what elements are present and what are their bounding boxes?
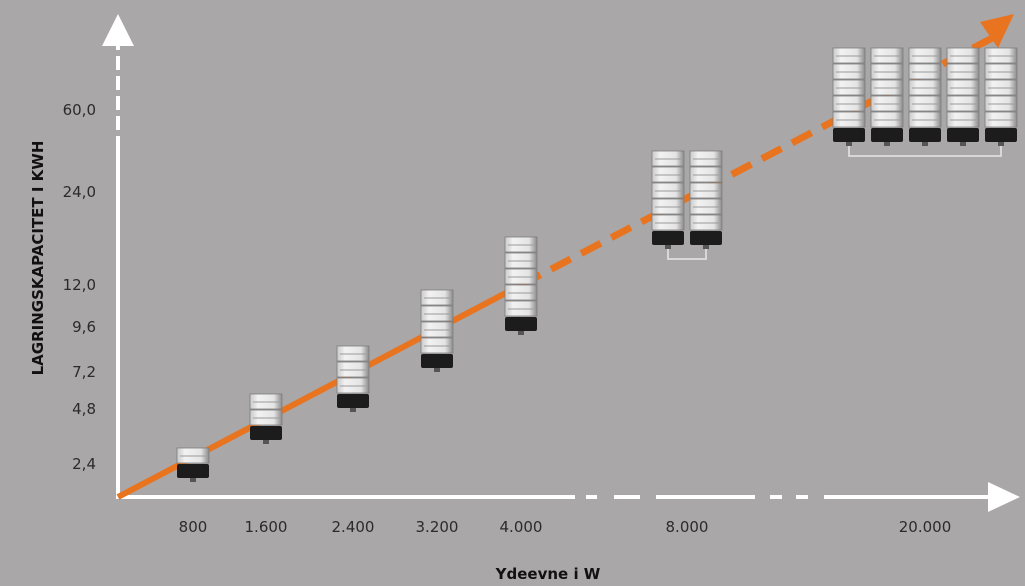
y-tick-labels: 2,4 4,8 7,2 9,6 12,0 24,0 60,0 xyxy=(63,101,96,473)
battery-foot xyxy=(350,408,356,412)
battery-base xyxy=(947,128,979,142)
x-axis-title: Ydeevne i W xyxy=(495,565,601,583)
battery-foot xyxy=(263,440,269,444)
battery-base xyxy=(909,128,941,142)
x-tick-label: 3.200 xyxy=(416,518,459,536)
y-tick-label: 2,4 xyxy=(72,455,96,473)
battery-foot xyxy=(960,142,966,146)
x-tick-label: 8.000 xyxy=(666,518,709,536)
battery-base xyxy=(871,128,903,142)
y-tick-label: 60,0 xyxy=(63,101,96,119)
battery-stack-20.000 xyxy=(832,47,1018,157)
battery-base xyxy=(985,128,1017,142)
y-tick-label: 9,6 xyxy=(72,318,96,336)
battery-base xyxy=(833,128,865,142)
y-tick-label: 12,0 xyxy=(63,276,96,294)
trend-line-arrow xyxy=(980,14,1014,48)
y-axis xyxy=(102,14,134,497)
battery-tower xyxy=(832,47,866,146)
battery-foot xyxy=(434,368,440,372)
x-tick-label: 800 xyxy=(179,518,208,536)
battery-stack-1.600 xyxy=(249,393,283,444)
battery-foot xyxy=(518,331,524,335)
battery-tower xyxy=(420,289,454,372)
battery-stack-2.400 xyxy=(336,345,370,412)
battery-tower xyxy=(176,447,210,482)
battery-tower xyxy=(336,345,370,412)
x-tick-label: 20.000 xyxy=(899,518,952,536)
battery-foot xyxy=(703,245,709,249)
y-tick-label: 24,0 xyxy=(63,183,96,201)
battery-stack-800 xyxy=(176,447,210,482)
battery-foot xyxy=(665,245,671,249)
x-axis-arrow xyxy=(988,482,1020,512)
battery-stack-3.200 xyxy=(420,289,454,372)
battery-base xyxy=(505,317,537,331)
battery-tower xyxy=(689,150,723,249)
battery-foot xyxy=(884,142,890,146)
battery-stack-4.000 xyxy=(504,236,538,335)
battery-base xyxy=(337,394,369,408)
battery-tower xyxy=(651,150,685,249)
battery-base xyxy=(690,231,722,245)
battery-base xyxy=(250,426,282,440)
battery-stacks xyxy=(176,47,1018,482)
y-axis-arrow xyxy=(102,14,134,46)
x-tick-labels: 800 1.600 2.400 3.200 4.000 8.000 20.000 xyxy=(179,518,952,536)
x-tick-label: 2.400 xyxy=(332,518,375,536)
battery-foot xyxy=(922,142,928,146)
battery-foot xyxy=(846,142,852,146)
battery-connector xyxy=(667,245,707,260)
y-tick-label: 4,8 xyxy=(72,400,96,418)
x-axis xyxy=(116,482,1020,512)
battery-tower xyxy=(249,393,283,444)
battery-base xyxy=(652,231,684,245)
battery-tower xyxy=(908,47,942,146)
battery-tower xyxy=(984,47,1018,146)
battery-connector xyxy=(848,142,1002,157)
battery-foot xyxy=(190,478,196,482)
battery-base xyxy=(421,354,453,368)
battery-tower xyxy=(946,47,980,146)
y-axis-title: LAGRINGSKAPACITET I KWH xyxy=(29,141,47,376)
x-tick-label: 4.000 xyxy=(500,518,543,536)
battery-foot xyxy=(998,142,1004,146)
y-tick-label: 7,2 xyxy=(72,363,96,381)
battery-tower xyxy=(504,236,538,335)
battery-base xyxy=(177,464,209,478)
battery-tower xyxy=(870,47,904,146)
battery-stack-8.000 xyxy=(651,150,723,260)
x-tick-label: 1.600 xyxy=(245,518,288,536)
